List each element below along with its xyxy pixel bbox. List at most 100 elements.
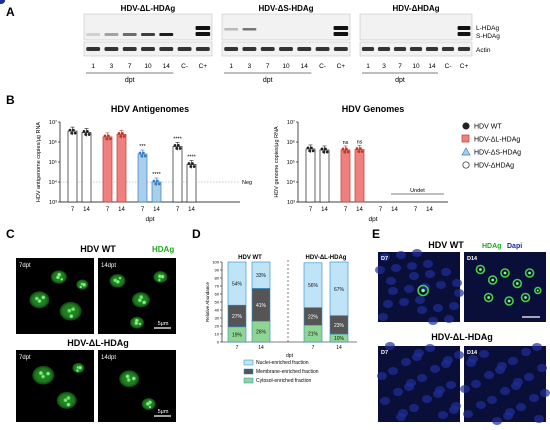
data-point xyxy=(324,147,327,151)
dapi-nucleus xyxy=(449,302,459,310)
y-tick-label: 10⁷ xyxy=(49,119,57,126)
wt-title: HDV WT xyxy=(80,244,116,254)
segment-label: 19% xyxy=(232,332,243,338)
y-tick-label: 80 xyxy=(215,276,220,281)
data-point xyxy=(325,150,329,154)
group-title: HDV-ΔL-HDAg xyxy=(306,255,347,261)
blot-title: HDV-ΔS-HDAg xyxy=(258,4,313,13)
lane-label: 1 xyxy=(366,63,370,70)
x-axis-label: dpt xyxy=(145,216,154,223)
c-plus-l-band xyxy=(333,26,349,30)
actin-band xyxy=(159,47,174,51)
dapi-nucleus xyxy=(412,249,422,257)
dpt-label: dpt xyxy=(263,77,273,84)
hdag-speckle xyxy=(137,298,142,303)
x-tick-label: 14 xyxy=(153,207,160,213)
dapi-nucleus xyxy=(540,389,550,397)
band-label-s: S-HDAg xyxy=(476,33,500,40)
dapi-nucleus xyxy=(454,289,464,297)
timepoint-label: D7 xyxy=(381,350,388,356)
x-tick-label: 7 xyxy=(379,207,383,213)
hdag-core xyxy=(491,278,495,282)
chart-title: HDV Genomes xyxy=(342,104,405,114)
timepoint-label: 14dpt xyxy=(101,355,116,361)
lane-label: 7 xyxy=(266,63,270,70)
y-tick-label: 10⁴ xyxy=(287,179,296,186)
dapi-nucleus xyxy=(476,401,486,409)
confocal-field xyxy=(464,252,546,322)
y-tick-label: 10 xyxy=(215,332,220,337)
timepoint-label: D14 xyxy=(467,350,478,356)
hdag-core xyxy=(515,282,519,285)
y-tick-label: 10⁵ xyxy=(49,159,57,166)
dapi-nucleus xyxy=(388,367,398,375)
actin-band xyxy=(122,47,137,51)
bar-1-0 xyxy=(102,136,113,203)
x-tick-label: 14 xyxy=(258,345,264,351)
dapi-nucleus xyxy=(513,378,523,386)
data-point xyxy=(72,128,75,132)
bar-1-1 xyxy=(116,134,127,203)
hdag-speckle xyxy=(68,309,71,312)
lane-label: C- xyxy=(181,63,188,70)
timepoint-label: D7 xyxy=(381,256,388,262)
data-point xyxy=(343,150,347,154)
dapi-nucleus xyxy=(396,251,406,259)
x-tick-label: 7 xyxy=(141,207,145,213)
legend-marker xyxy=(462,161,470,169)
dapi-nucleus xyxy=(386,277,396,285)
legend-label: Membrane-enriched fraction xyxy=(256,369,319,375)
lane-label: 3 xyxy=(110,63,114,70)
legend-label: Cytosol-enriched fraction xyxy=(256,378,312,384)
actin-band xyxy=(86,47,101,51)
bar-1-0 xyxy=(340,149,351,203)
x-tick-label: 7 xyxy=(414,207,418,213)
dpt-label: dpt xyxy=(125,77,135,84)
hdag-speckle xyxy=(71,307,75,311)
lane-label: C+ xyxy=(460,63,469,70)
y-tick-label: 100 xyxy=(212,260,219,265)
hdag-positive-nucleus xyxy=(417,284,429,297)
data-point xyxy=(82,130,86,133)
actin-band xyxy=(393,47,407,51)
chart-title: HDV Antigenomes xyxy=(111,104,189,114)
hdag-speckle xyxy=(67,396,70,400)
hdag-speckle xyxy=(41,375,45,378)
dapi-nucleus xyxy=(441,268,451,276)
legend-label: HDV-ΔL-HDAg xyxy=(474,137,520,144)
hdag-speckle xyxy=(118,276,122,280)
hdag-speckle xyxy=(138,322,142,326)
dapi-nucleus xyxy=(417,374,427,382)
dapi-nucleus xyxy=(484,371,494,379)
dapi-nucleus xyxy=(534,415,544,423)
hdag-speckle xyxy=(113,278,117,282)
timepoint-label: 14dpt xyxy=(101,263,116,269)
segment-label: 54% xyxy=(232,282,243,288)
actin-band xyxy=(425,47,439,51)
dapi-nucleus xyxy=(401,358,411,366)
data-point xyxy=(359,147,362,150)
genome-chart: HDV Genomes 10³ 10⁴ 10⁵ 10⁶ 10⁷ HDV genome cop… xyxy=(274,104,448,223)
dapi-nucleus xyxy=(415,296,425,304)
stacked-segment-2-2 xyxy=(303,262,323,308)
c-plus-s-band xyxy=(195,32,211,36)
hdag-speckle xyxy=(35,297,39,300)
dapi-nucleus xyxy=(446,381,456,389)
dapi-nucleus xyxy=(404,285,414,293)
bar-0-1 xyxy=(319,149,330,203)
segment-label: 67% xyxy=(334,287,345,293)
legend-swatch xyxy=(243,377,254,384)
data-point xyxy=(105,137,109,141)
dapi-nucleus xyxy=(479,350,489,358)
dapi-nucleus xyxy=(423,260,433,268)
dapi-nucleus xyxy=(487,396,497,404)
dapi-nucleus xyxy=(409,404,419,412)
lane-label: 1 xyxy=(229,63,233,70)
segment-label: 21% xyxy=(308,332,319,338)
dapi-nucleus xyxy=(537,364,547,372)
dapi-nucleus xyxy=(407,262,417,270)
dapi-nucleus xyxy=(433,304,443,312)
dapi-nucleus xyxy=(380,397,390,405)
actin-band xyxy=(177,47,192,51)
